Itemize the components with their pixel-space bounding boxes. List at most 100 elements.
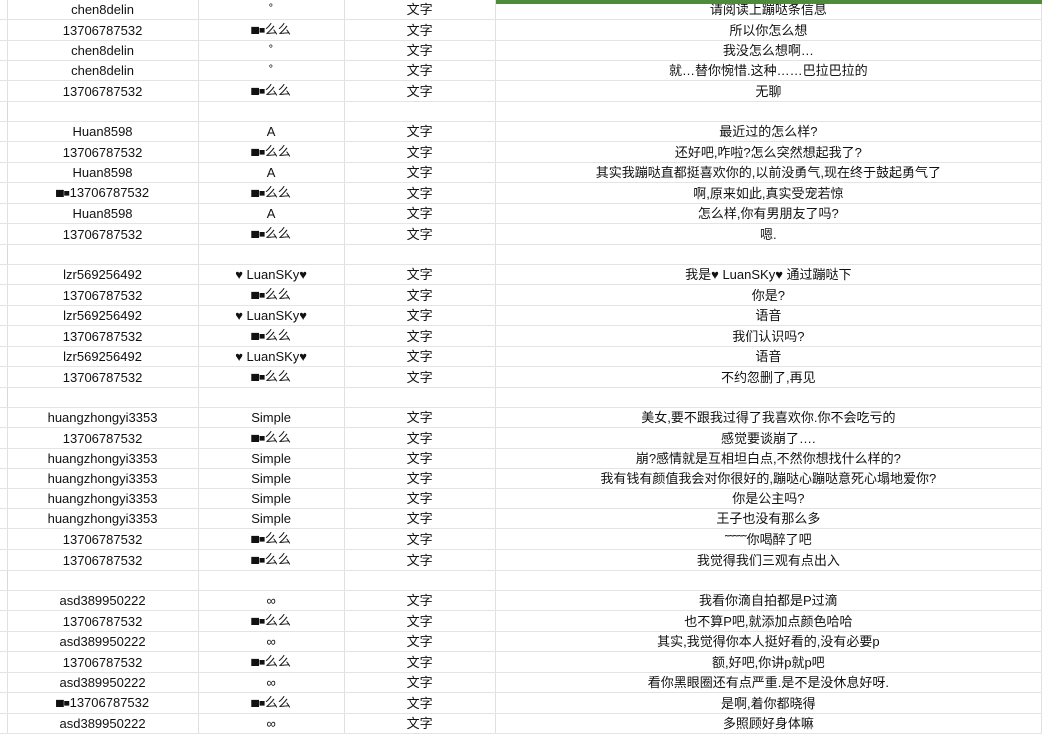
message-type-cell[interactable]: 文字 [344, 631, 496, 652]
nickname-cell[interactable]: ■▪么么 [198, 284, 345, 306]
table-row[interactable]: 13706787532 ■▪么么 文字 ˜˜˜˜˜你喝醉了吧 [0, 528, 1042, 550]
nickname-cell[interactable]: ■▪么么 [198, 19, 345, 41]
message-content-cell[interactable]: 你是? [495, 284, 1042, 306]
row-gutter-cell[interactable] [0, 468, 8, 489]
account-cell[interactable]: lzr569256492 [7, 346, 199, 367]
table-row[interactable]: 13706787532 ■▪么么 文字 你是? [0, 284, 1042, 306]
row-gutter-cell[interactable] [0, 203, 8, 224]
message-content-cell[interactable]: 无聊 [495, 80, 1042, 102]
message-content-cell[interactable]: 我们认识吗? [495, 325, 1042, 347]
table-row[interactable]: huangzhongyi3353 Simple 文字 美女,要不跟我过得了我喜欢你.你… [0, 407, 1042, 428]
account-cell[interactable]: lzr569256492 [7, 305, 199, 326]
account-cell[interactable]: asd389950222 [7, 672, 199, 693]
nickname-cell[interactable]: ˚ [198, 40, 345, 61]
message-type-cell[interactable]: 文字 [344, 366, 496, 388]
table-row[interactable]: huangzhongyi3353 Simple 文字 你是公主吗? [0, 488, 1042, 509]
message-content-cell[interactable]: 我有钱有颜值我会对你很好的,蹦哒心蹦哒意死心塌地爱你? [495, 468, 1042, 489]
account-cell[interactable]: ■▪13706787532 [7, 692, 199, 714]
nickname-cell[interactable]: ♥ LuanSKy♥ [198, 305, 345, 326]
nickname-cell[interactable]: ■▪么么 [198, 528, 345, 550]
nickname-cell[interactable]: ˚ [198, 60, 345, 81]
row-gutter-cell[interactable] [0, 162, 8, 183]
message-content-cell[interactable]: 怎么样,你有男朋友了吗? [495, 203, 1042, 224]
nickname-cell[interactable]: Simple [198, 448, 345, 469]
row-gutter-cell[interactable] [0, 631, 8, 652]
separator-cell-2[interactable] [198, 244, 345, 265]
row-gutter-cell[interactable] [0, 141, 8, 163]
account-cell[interactable]: huangzhongyi3353 [7, 488, 199, 509]
account-cell[interactable]: 13706787532 [7, 427, 199, 449]
message-content-cell[interactable]: 额,好吧,你讲p就p吧 [495, 651, 1042, 673]
message-type-cell[interactable]: 文字 [344, 203, 496, 224]
account-cell[interactable]: 13706787532 [7, 528, 199, 550]
account-cell[interactable]: huangzhongyi3353 [7, 508, 199, 529]
account-cell[interactable]: 13706787532 [7, 366, 199, 388]
message-type-cell[interactable]: 文字 [344, 284, 496, 306]
nickname-cell[interactable]: ■▪么么 [198, 141, 345, 163]
nickname-cell[interactable]: ■▪么么 [198, 549, 345, 571]
row-gutter-cell[interactable] [0, 40, 8, 61]
message-content-cell[interactable]: 感觉要谈崩了…. [495, 427, 1042, 449]
account-cell[interactable]: 13706787532 [7, 223, 199, 245]
table-row[interactable]: 13706787532 ■▪么么 文字 我们认识吗? [0, 325, 1042, 347]
message-content-cell[interactable]: 还好吧,咋啦?怎么突然想起我了? [495, 141, 1042, 163]
message-type-cell[interactable]: 文字 [344, 223, 496, 245]
message-type-cell[interactable]: 文字 [344, 60, 496, 81]
message-type-cell[interactable]: 文字 [344, 121, 496, 142]
message-type-cell[interactable]: 文字 [344, 19, 496, 41]
row-gutter-cell[interactable] [0, 284, 8, 306]
account-cell[interactable]: 13706787532 [7, 19, 199, 41]
row-gutter-cell[interactable] [0, 672, 8, 693]
account-cell[interactable]: asd389950222 [7, 590, 199, 611]
message-content-cell[interactable]: 啊,原来如此,真实受宠若惊 [495, 182, 1042, 204]
account-cell[interactable]: 13706787532 [7, 325, 199, 347]
account-cell[interactable]: Huan8598 [7, 203, 199, 224]
row-gutter-cell[interactable] [0, 427, 8, 449]
account-cell[interactable]: 13706787532 [7, 284, 199, 306]
message-content-cell[interactable]: 最近过的怎么样? [495, 121, 1042, 142]
separator-cell-1[interactable] [7, 570, 199, 591]
nickname-cell[interactable]: ■▪么么 [198, 223, 345, 245]
account-cell[interactable]: chen8delin [7, 60, 199, 81]
table-row[interactable]: ■▪13706787532 ■▪么么 文字 啊,原来如此,真实受宠若惊 [0, 182, 1042, 204]
message-content-cell[interactable]: ˜˜˜˜˜你喝醉了吧 [495, 528, 1042, 550]
message-type-cell[interactable]: 文字 [344, 427, 496, 449]
message-content-cell[interactable]: 嗯. [495, 223, 1042, 245]
separator-cell-0[interactable] [0, 101, 8, 122]
row-gutter-cell[interactable] [0, 60, 8, 81]
message-type-cell[interactable]: 文字 [344, 468, 496, 489]
table-row[interactable]: 13706787532 ■▪么么 文字 嗯. [0, 223, 1042, 245]
row-gutter-cell[interactable] [0, 610, 8, 632]
message-content-cell[interactable]: 我是♥ LuanSKy♥ 通过蹦哒下 [495, 264, 1042, 285]
table-row[interactable]: 13706787532 ■▪么么 文字 所以你怎么想 [0, 19, 1042, 41]
nickname-cell[interactable]: ■▪么么 [198, 325, 345, 347]
separator-cell-1[interactable] [7, 101, 199, 122]
message-type-cell[interactable]: 文字 [344, 590, 496, 611]
message-content-cell[interactable]: 崩?感情就是互相坦白点,不然你想找什么样的? [495, 448, 1042, 469]
message-content-cell[interactable]: 所以你怎么想 [495, 19, 1042, 41]
nickname-cell[interactable]: ∞ [198, 590, 345, 611]
row-gutter-cell[interactable] [0, 366, 8, 388]
account-cell[interactable]: huangzhongyi3353 [7, 407, 199, 428]
row-gutter-cell[interactable] [0, 407, 8, 428]
table-row[interactable]: 13706787532 ■▪么么 文字 也不算P吧,就添加点颜色哈哈 [0, 610, 1042, 632]
nickname-cell[interactable]: Simple [198, 508, 345, 529]
separator-cell-0[interactable] [0, 387, 8, 408]
message-content-cell[interactable]: 我看你滴自拍都是P过滴 [495, 590, 1042, 611]
separator-cell-3[interactable] [344, 387, 496, 408]
table-row[interactable]: 13706787532 ■▪么么 文字 额,好吧,你讲p就p吧 [0, 651, 1042, 673]
nickname-cell[interactable]: ■▪么么 [198, 692, 345, 714]
message-content-cell[interactable]: 美女,要不跟我过得了我喜欢你.你不会吃亏的 [495, 407, 1042, 428]
message-content-cell[interactable]: 其实,我觉得你本人挺好看的,没有必要p [495, 631, 1042, 652]
nickname-cell[interactable]: Simple [198, 407, 345, 428]
message-content-cell[interactable]: 也不算P吧,就添加点颜色哈哈 [495, 610, 1042, 632]
account-cell[interactable]: huangzhongyi3353 [7, 468, 199, 489]
row-gutter-cell[interactable] [0, 508, 8, 529]
message-type-cell[interactable]: 文字 [344, 40, 496, 61]
message-type-cell[interactable]: 文字 [344, 162, 496, 183]
separator-cell-0[interactable] [0, 570, 8, 591]
nickname-cell[interactable]: ∞ [198, 672, 345, 693]
row-gutter-cell[interactable] [0, 264, 8, 285]
message-type-cell[interactable]: 文字 [344, 528, 496, 550]
nickname-cell[interactable]: ∞ [198, 713, 345, 734]
